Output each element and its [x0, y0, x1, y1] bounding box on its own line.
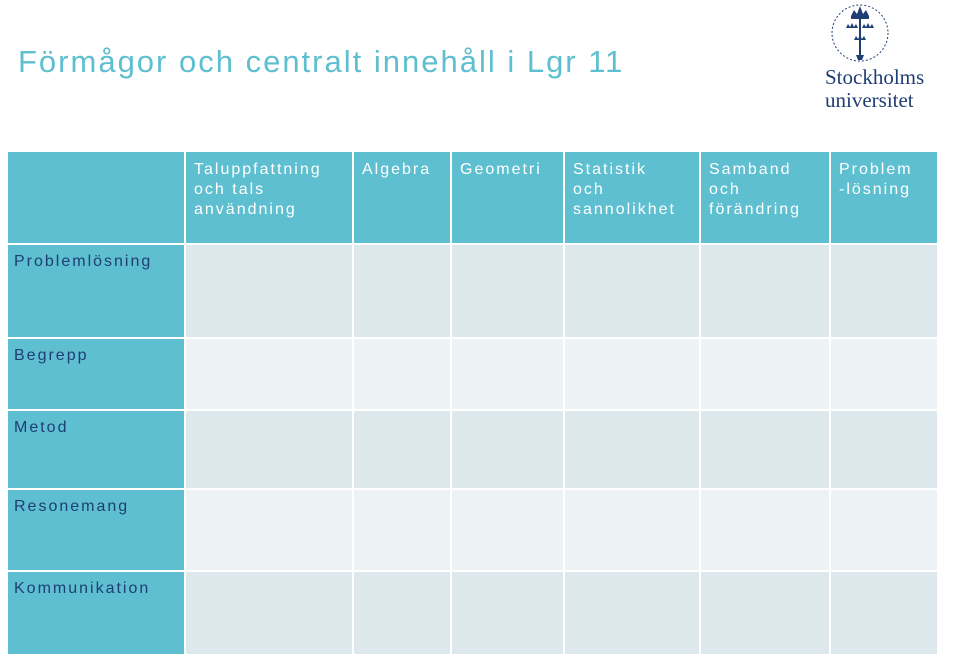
table-cell [184, 488, 354, 572]
table-cell [352, 570, 452, 656]
table-cell [450, 337, 565, 411]
column-header-taluppfattning: Taluppfattning och tals användning [184, 150, 354, 245]
table-cell [699, 243, 831, 339]
table-cell [450, 409, 565, 490]
table-cell [699, 488, 831, 572]
corner-cell [6, 150, 186, 245]
row-label-begrepp: Begrepp [6, 337, 186, 411]
table-cell [184, 337, 354, 411]
table-cell [829, 488, 939, 572]
table-cell [450, 488, 565, 572]
table-cell [450, 243, 565, 339]
table-cell [563, 409, 701, 490]
table-cell [184, 409, 354, 490]
table-row: Problemlösning [6, 243, 939, 339]
table-cell [563, 337, 701, 411]
table-cell [184, 570, 354, 656]
column-header-algebra: Algebra [352, 150, 452, 245]
table-row: Begrepp [6, 337, 939, 411]
table-cell [563, 488, 701, 572]
table-cell [563, 570, 701, 656]
row-label-problemlosning: Problemlösning [6, 243, 186, 339]
column-header-geometri: Geometri [450, 150, 565, 245]
table-cell [699, 409, 831, 490]
table-cell [699, 570, 831, 656]
crown-emblem-icon [831, 4, 889, 62]
table-cell [829, 570, 939, 656]
row-label-resonemang: Resonemang [6, 488, 186, 572]
table-cell [829, 409, 939, 490]
table-row: Kommunikation [6, 570, 939, 656]
table-cell [829, 243, 939, 339]
table-cell [699, 337, 831, 411]
table-cell [352, 243, 452, 339]
table-cell [352, 409, 452, 490]
table-cell [829, 337, 939, 411]
column-header-problemlosning: Problem -lösning [829, 150, 939, 245]
table-cell [450, 570, 565, 656]
logo-wordmark: Stockholms universitet [825, 66, 960, 112]
competency-content-table: Taluppfattning och tals användning Algeb… [6, 150, 939, 656]
table-cell [563, 243, 701, 339]
table-cell [352, 488, 452, 572]
logo-line-1: Stockholms [825, 65, 925, 89]
table-row: Metod [6, 409, 939, 490]
page-title: Förmågor och centralt innehåll i Lgr 11 [18, 44, 625, 79]
logo-line-2: universitet [825, 88, 914, 112]
table-row: Resonemang [6, 488, 939, 572]
column-header-statistik: Statistik och sannolikhet [563, 150, 701, 245]
row-label-metod: Metod [6, 409, 186, 490]
table-cell [184, 243, 354, 339]
row-label-kommunikation: Kommunikation [6, 570, 186, 656]
table-cell [352, 337, 452, 411]
column-header-samband: Samband och förändring [699, 150, 831, 245]
university-logo: Stockholms universitet [820, 0, 960, 114]
